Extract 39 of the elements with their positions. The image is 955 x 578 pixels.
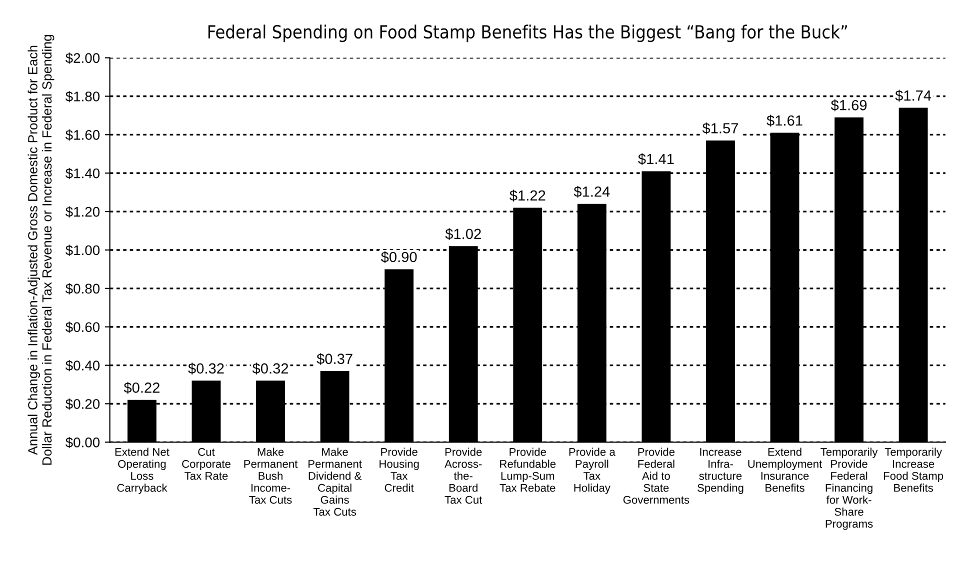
y-tick-label: $0.40 xyxy=(66,360,100,372)
y-tick-label: $0.60 xyxy=(66,322,100,333)
x-tick-label: Provide Housing Tax Credit xyxy=(380,448,419,492)
x-tick-label: Provide Federal Aid to State Governments xyxy=(623,448,690,504)
x-tick-label: Cut Corporate Tax Rate xyxy=(182,448,230,480)
data-label: $1.22 xyxy=(510,190,546,202)
y-tick-label: $1.00 xyxy=(66,244,100,256)
y-tick-label: $0.20 xyxy=(66,398,100,410)
y-tick-label: $0.80 xyxy=(66,283,100,294)
y-tick-label: $1.60 xyxy=(66,129,100,141)
chart-title: Federal Spending on Food Stamp Benefits Has the Biggest “Bang for the Buck” xyxy=(208,24,847,42)
y-tick-label: $0.00 xyxy=(66,436,100,448)
data-label: $0.90 xyxy=(380,251,417,264)
x-tick-label: Extend Net Operating Loss Carryback xyxy=(115,448,170,494)
data-label: $0.22 xyxy=(124,382,160,394)
y-axis-title: Annual Change in Inflation-Adjusted Gross Domestic Product for Each Dollar Reduction in Federal Tax Revenue or Increase in Federal Spending xyxy=(28,34,54,465)
x-tick-label: Make Permanent Bush Income- Tax Cuts xyxy=(244,448,298,504)
data-label: $0.37 xyxy=(316,353,352,365)
data-label: $1.57 xyxy=(702,122,738,134)
x-tick-label: Temporarily Provide Federal Financing for Work- Share Programs xyxy=(820,448,878,530)
data-label: $1.41 xyxy=(638,153,674,166)
x-tick-label: Make Permanent Dividend & Capital Gains Tax Cuts xyxy=(308,448,362,516)
y-tick-label: $1.20 xyxy=(66,206,100,218)
data-label: $0.32 xyxy=(252,362,288,374)
data-label: $0.32 xyxy=(188,362,224,374)
x-tick-label: Extend Unemployment Insurance Benefits xyxy=(748,448,822,492)
data-label: $1.02 xyxy=(445,228,481,240)
x-tick-label: Provide Across- the- Board Tax Cut xyxy=(444,448,482,504)
data-label: $1.69 xyxy=(830,99,867,112)
x-tick-label: Provide Refundable Lump-Sum Tax Rebate xyxy=(500,448,556,492)
y-tick-label: $1.80 xyxy=(66,90,100,102)
x-tick-label: Temporarily Increase Food Stamp Benefits xyxy=(884,448,944,492)
data-label: $1.24 xyxy=(574,186,610,198)
x-tick-label: Provide a Payroll Tax Holiday xyxy=(569,448,616,494)
data-label: $1.61 xyxy=(766,114,802,127)
y-tick-label: $1.40 xyxy=(66,168,100,180)
data-label: $1.74 xyxy=(895,90,932,102)
y-tick-label: $2.00 xyxy=(66,52,100,64)
x-tick-label: Increase Infra- structure Spending xyxy=(698,448,744,494)
